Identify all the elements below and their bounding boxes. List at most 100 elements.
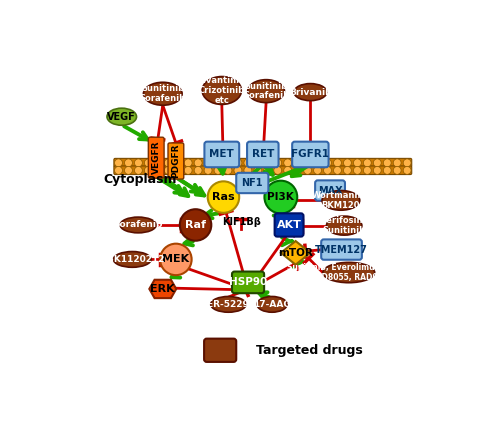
Circle shape [214,159,222,167]
FancyBboxPatch shape [274,213,304,236]
Circle shape [294,159,302,167]
Circle shape [124,167,132,174]
Text: HSP90: HSP90 [229,277,267,288]
Text: Targeted drugs: Targeted drugs [256,344,363,357]
Circle shape [264,181,298,213]
Circle shape [344,167,351,174]
Circle shape [393,167,401,174]
FancyBboxPatch shape [247,142,278,167]
Ellipse shape [210,296,246,312]
Circle shape [403,159,411,167]
FancyBboxPatch shape [236,173,268,193]
Circle shape [164,159,172,167]
Circle shape [334,167,342,174]
Circle shape [144,159,152,167]
Circle shape [244,167,252,174]
Text: Sunitinib
Sorafenib: Sunitinib Sorafenib [140,84,186,103]
Text: Cytoplasm: Cytoplasm [104,173,177,186]
Circle shape [264,159,272,167]
Ellipse shape [322,190,360,210]
Ellipse shape [294,83,327,101]
Circle shape [144,167,152,174]
Circle shape [324,159,332,167]
Circle shape [374,159,381,167]
Text: ERK: ERK [150,284,175,294]
Circle shape [204,167,212,174]
Text: Sunitinib
Sorafenib: Sunitinib Sorafenib [243,82,289,101]
Circle shape [264,167,272,174]
Circle shape [384,167,391,174]
Circle shape [314,167,322,174]
Polygon shape [281,241,310,265]
FancyBboxPatch shape [315,180,345,201]
Text: mTOR: mTOR [278,248,313,258]
Ellipse shape [120,217,156,233]
Circle shape [254,159,262,167]
Circle shape [393,159,401,167]
FancyBboxPatch shape [204,142,239,167]
Text: NF1: NF1 [242,178,263,188]
Circle shape [384,159,391,167]
Text: VER-52296: VER-52296 [201,300,256,309]
Text: MAX: MAX [318,186,342,196]
Circle shape [344,159,351,167]
Text: TMEM127: TMEM127 [315,245,368,255]
Circle shape [354,159,362,167]
Ellipse shape [323,262,374,283]
Circle shape [364,159,372,167]
Circle shape [184,159,192,167]
Circle shape [234,167,242,174]
Circle shape [294,167,302,174]
Circle shape [174,159,182,167]
Circle shape [214,167,222,174]
FancyBboxPatch shape [114,158,412,167]
Polygon shape [150,280,176,298]
Circle shape [314,159,322,167]
Text: Raf: Raf [185,220,206,230]
Text: KIF1Bβ: KIF1Bβ [222,217,261,227]
Circle shape [194,167,202,174]
Ellipse shape [144,82,182,105]
Circle shape [134,167,142,174]
Circle shape [164,167,172,174]
Circle shape [234,159,242,167]
FancyBboxPatch shape [148,137,164,178]
Circle shape [124,159,132,167]
Text: RET: RET [252,150,274,159]
Text: Wortmannin
BKM120: Wortmannin BKM120 [312,191,370,210]
Circle shape [324,167,332,174]
Text: Sorafenib: Sorafenib [114,221,163,230]
Text: AKT: AKT [276,220,301,230]
Text: Ras: Ras [212,192,235,202]
Circle shape [180,209,212,241]
FancyBboxPatch shape [232,271,264,293]
Text: Perifosine
Sunitinib: Perifosine Sunitinib [320,216,368,235]
Ellipse shape [248,80,284,103]
Ellipse shape [326,216,362,235]
FancyBboxPatch shape [292,142,329,167]
Circle shape [194,159,202,167]
Circle shape [244,159,252,167]
Ellipse shape [107,108,136,125]
Circle shape [154,159,162,167]
Circle shape [304,167,312,174]
Text: PDGFR: PDGFR [172,144,180,178]
Text: MET: MET [210,150,234,159]
Circle shape [208,181,239,213]
Circle shape [334,159,342,167]
Circle shape [224,159,232,167]
Circle shape [374,167,381,174]
Circle shape [134,159,142,167]
Text: GSK1120212: GSK1120212 [100,255,164,264]
Circle shape [114,159,122,167]
Text: PI3K: PI3K [268,192,294,202]
Text: Brivanib: Brivanib [289,88,332,97]
Circle shape [224,167,232,174]
Ellipse shape [114,251,151,267]
Circle shape [154,167,162,174]
Text: VEGF: VEGF [108,112,136,122]
Text: FGFR1: FGFR1 [292,150,330,159]
FancyBboxPatch shape [114,166,412,175]
Text: Tivantinib
Crizotinib
etc: Tivantinib Crizotinib etc [198,76,246,105]
Ellipse shape [202,77,241,104]
